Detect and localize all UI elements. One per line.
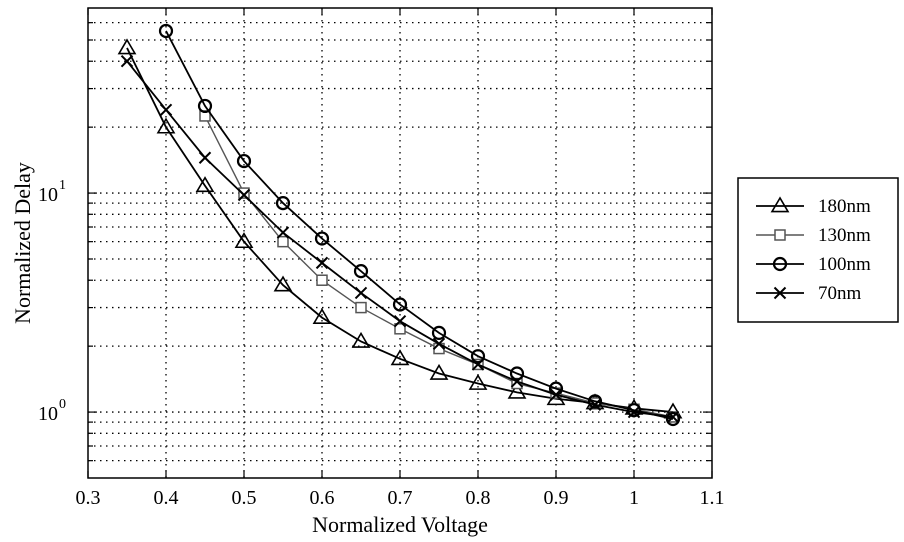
data-point-70nm [588,398,602,411]
x-tick-label: 0.6 [310,487,335,509]
data-point-70nm [432,337,446,351]
legend-label: 180nm [818,196,871,217]
grid [88,8,712,478]
data-point-70nm [510,375,524,388]
y-tick-label: 10 [38,403,58,425]
data-point-180nm [507,382,527,399]
legend-label: 70nm [818,283,862,304]
data-point-100nm [275,195,291,211]
legend-marker [773,286,787,300]
data-point-70nm [198,151,212,164]
series-100nm [158,23,681,427]
data-point-70nm [471,358,485,371]
data-point-100nm [431,325,447,340]
data-point-100nm [353,264,369,279]
legend-item-100nm: 100nm [756,254,871,275]
data-point-100nm [470,349,486,364]
series-70nm [120,55,680,424]
legend-label: 130nm [818,225,871,246]
x-tick-label: 1 [629,487,639,509]
data-point-100nm [197,98,213,114]
x-tick-label: 0.8 [466,487,491,509]
x-tick-label: 0.9 [544,487,569,509]
data-point-180nm [117,38,137,55]
data-point-70nm [627,405,641,419]
data-point-100nm [158,23,174,39]
data-point-130nm [277,235,289,248]
data-point-180nm [234,232,254,249]
x-tick-label: 1.1 [700,487,725,509]
data-point-130nm [355,301,367,314]
series-130nm [199,110,679,423]
data-point-180nm [468,373,488,390]
legend-marker [770,196,790,213]
legend-item-70nm: 70nm [756,283,862,304]
data-point-70nm [315,256,329,270]
data-point-130nm [394,323,406,335]
data-point-70nm [549,388,563,401]
data-point-100nm [509,366,525,381]
y-tick-label-exponent: 0 [59,397,66,412]
x-tick-label: 0.7 [388,487,413,509]
y-tick-label: 10 [38,184,58,206]
data-point-70nm [159,103,173,117]
data-point-180nm [429,363,449,380]
data-point-70nm [393,314,407,328]
y-axis-title: Normalized Delay [10,162,35,324]
data-point-130nm [238,187,250,199]
y-tick-label-exponent: 1 [59,178,66,193]
data-point-100nm [587,394,603,409]
data-point-70nm [354,286,368,300]
legend-label: 100nm [818,254,871,275]
legend: 180nm 130nm 100nm 70nm [737,177,899,323]
series-line-130nm [204,115,674,418]
data-point-100nm [314,231,330,246]
data-point-130nm [316,274,328,286]
x-tick-label: 0.4 [154,487,179,509]
data-point-100nm [392,297,408,312]
legend-item-180nm: 180nm [756,196,871,217]
data-point-100nm [236,153,252,169]
series-180nm [117,38,683,419]
legend-marker [774,229,786,241]
data-point-180nm [156,117,176,134]
data-point-180nm [273,275,293,292]
data-point-180nm [390,349,410,366]
legend-box [737,177,899,323]
data-point-70nm [237,188,251,202]
data-point-180nm [195,176,215,193]
data-point-70nm [120,55,134,68]
data-point-70nm [276,226,290,239]
x-tick-label: 0.3 [76,487,101,509]
x-axis-title: Normalized Voltage [312,512,488,537]
data-point-70nm [666,410,680,424]
legend-marker [772,256,788,272]
data-point-180nm [312,308,332,325]
x-tick-label: 0.5 [232,487,257,509]
data-point-180nm [351,331,371,348]
axis-ticks [87,8,713,478]
data-point-100nm [665,411,681,427]
series-group [117,23,683,427]
legend-item-130nm: 130nm [756,225,871,246]
